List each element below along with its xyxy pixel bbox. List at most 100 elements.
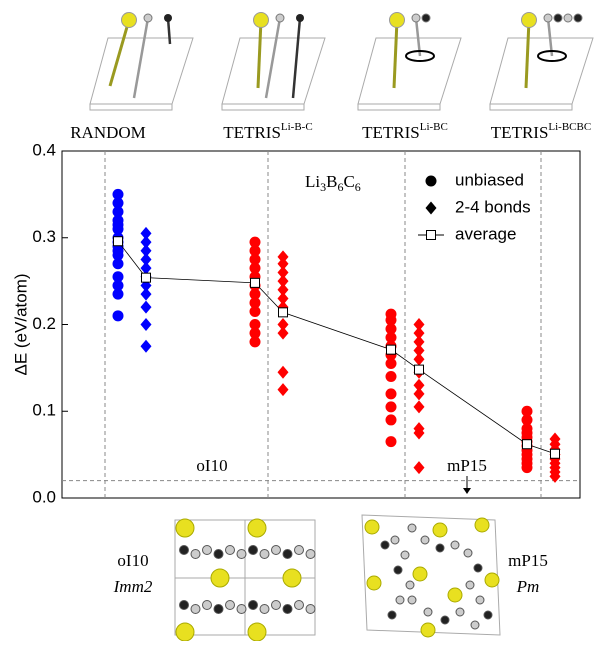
bc-atom: [260, 605, 269, 614]
bc-atom: [237, 605, 246, 614]
illustration: [358, 13, 461, 111]
cell: [90, 104, 172, 110]
y-axis-label: ΔE (eV/atom): [11, 273, 30, 375]
arrow-head: [463, 488, 471, 494]
space-group: Pm: [516, 577, 540, 596]
li-atom: [475, 518, 489, 532]
space-group: Imm2: [113, 577, 153, 596]
header-text: RANDOM: [70, 123, 146, 142]
average-point: [114, 237, 123, 246]
compound-part: Li: [305, 172, 320, 191]
li-atom: [367, 576, 381, 590]
stick: [258, 20, 261, 88]
y-tick-label: 0.0: [32, 487, 56, 506]
point: [141, 288, 152, 301]
atom: [144, 14, 152, 22]
atom: [164, 14, 172, 22]
bc-atom: [260, 550, 269, 559]
bc-atom: [464, 549, 472, 557]
bc-atom: [226, 601, 235, 610]
bc-atom: [474, 564, 482, 572]
column-header: TETRISLi-BC: [362, 121, 448, 142]
atom: [574, 14, 582, 22]
bc-atom: [306, 550, 315, 559]
point: [386, 371, 397, 382]
figure: RANDOMTETRISLi-B-CTETRISLi-BCTETRISLi-BC…: [0, 0, 607, 641]
cell: [222, 104, 304, 110]
average-point: [251, 278, 260, 287]
header-superscript: Li-B-C: [281, 121, 313, 133]
annotation: oI10: [196, 456, 227, 475]
li-atom: [248, 623, 266, 641]
compound-part: 6: [355, 180, 361, 194]
bc-atom: [408, 524, 416, 532]
li-atom: [283, 569, 301, 587]
bc-atom: [456, 608, 464, 616]
legend-label: 2-4 bonds: [455, 197, 531, 216]
average-point: [142, 273, 151, 282]
li-atom: [485, 573, 499, 587]
bc-atom: [436, 544, 444, 552]
header-text: TETRIS: [223, 123, 281, 142]
li-atom: [248, 519, 266, 537]
atom: [122, 13, 137, 28]
compound: Li3B6C6: [305, 172, 361, 194]
bc-atom: [476, 596, 484, 604]
bc-atom: [381, 541, 389, 549]
column-header: RANDOM: [70, 123, 146, 142]
bc-atom: [408, 596, 416, 604]
column-header: TETRISLi-B-C: [223, 121, 312, 142]
stick: [134, 18, 148, 98]
legend-label: average: [455, 224, 516, 243]
bc-atom: [295, 546, 304, 555]
point: [426, 202, 437, 215]
y-tick-label: 0.1: [32, 401, 56, 420]
bc-atom: [249, 546, 258, 555]
average-point: [279, 308, 288, 317]
bc-atom: [203, 601, 212, 610]
atom: [390, 13, 405, 28]
point: [141, 318, 152, 331]
li-atom: [413, 567, 427, 581]
bc-atom: [191, 605, 200, 614]
bc-atom: [484, 611, 492, 619]
bc-atom: [283, 550, 292, 559]
bc-atom: [283, 605, 292, 614]
average-point: [427, 231, 436, 240]
illustration: [90, 13, 193, 111]
point: [278, 383, 289, 396]
illustration: [222, 13, 325, 111]
point: [522, 462, 533, 473]
li-atom: [176, 519, 194, 537]
bc-atom: [272, 546, 281, 555]
compound-part: B: [326, 172, 337, 191]
y-tick-label: 0.2: [32, 314, 56, 333]
point: [278, 366, 289, 379]
atom: [296, 14, 304, 22]
header-superscript: Li-BCBC: [548, 121, 591, 133]
header-superscript: Li-BC: [420, 121, 448, 133]
point: [414, 400, 425, 413]
atom: [564, 14, 572, 22]
average-point: [523, 440, 532, 449]
li-atom: [211, 569, 229, 587]
cell: [358, 38, 461, 104]
bc-atom: [214, 550, 223, 559]
atom: [554, 14, 562, 22]
stick: [526, 20, 529, 88]
bc-atom: [451, 541, 459, 549]
li-atom: [433, 523, 447, 537]
point: [113, 289, 124, 300]
bc-atom: [391, 536, 399, 544]
annotation: mP15: [447, 456, 487, 475]
crystal-structures: [175, 515, 500, 641]
legend-label: unbiased: [455, 170, 524, 189]
bc-atom: [396, 596, 404, 604]
atom: [412, 14, 420, 22]
li-atom: [448, 588, 462, 602]
point: [386, 436, 397, 447]
cell: [490, 38, 593, 104]
stick: [293, 18, 300, 98]
stick: [266, 18, 280, 98]
y-tick-label: 0.3: [32, 227, 56, 246]
